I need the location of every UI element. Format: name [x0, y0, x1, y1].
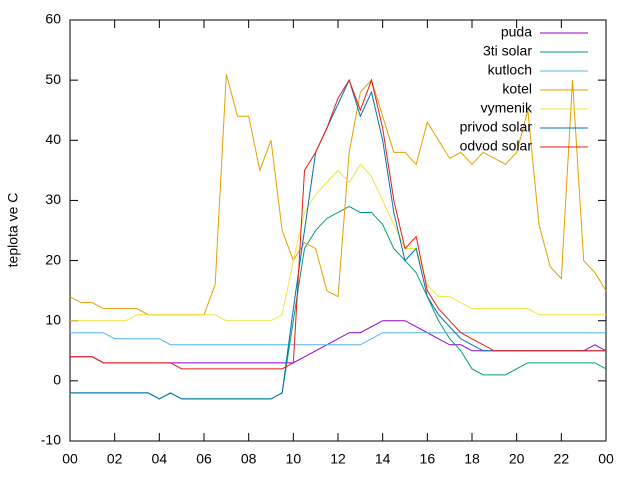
legend-label: odvod solar — [460, 138, 533, 154]
y-tick-label: 0 — [53, 372, 61, 388]
y-tick-label: 20 — [45, 251, 61, 267]
x-tick-label: 18 — [464, 451, 480, 467]
x-tick-label: 16 — [420, 451, 436, 467]
y-axis-label: teplota ve C — [5, 193, 21, 268]
x-tick-label: 10 — [286, 451, 302, 467]
x-tick-label: 02 — [107, 451, 123, 467]
series-line — [70, 332, 606, 346]
x-tick-label: 20 — [509, 451, 525, 467]
y-tick-label: -10 — [41, 432, 61, 448]
legend-label: puda — [501, 24, 532, 40]
series-line — [70, 205, 607, 400]
x-tick-label: 12 — [330, 451, 346, 467]
series-line — [70, 163, 606, 322]
y-tick-label: 10 — [45, 311, 61, 327]
x-tick-label: 00 — [598, 451, 614, 467]
y-tick-label: 50 — [45, 71, 61, 87]
x-tick-label: 08 — [241, 451, 257, 467]
y-tick-label: 40 — [45, 131, 61, 147]
x-tick-label: 14 — [375, 451, 391, 467]
y-tick-label: 30 — [45, 191, 61, 207]
legend-label: 3ti solar — [483, 43, 532, 59]
legend-label: vymenik — [481, 100, 533, 116]
legend-label: kutloch — [488, 62, 532, 78]
x-tick-label: 22 — [554, 451, 570, 467]
legend-label: privod solar — [460, 119, 533, 135]
y-tick-label: 60 — [45, 11, 61, 27]
series-line — [70, 320, 607, 364]
x-tick-label: 06 — [196, 451, 212, 467]
series-line — [70, 78, 606, 370]
x-tick-label: 00 — [62, 451, 78, 467]
legend-label: kotel — [502, 81, 532, 97]
x-tick-label: 04 — [152, 451, 168, 467]
